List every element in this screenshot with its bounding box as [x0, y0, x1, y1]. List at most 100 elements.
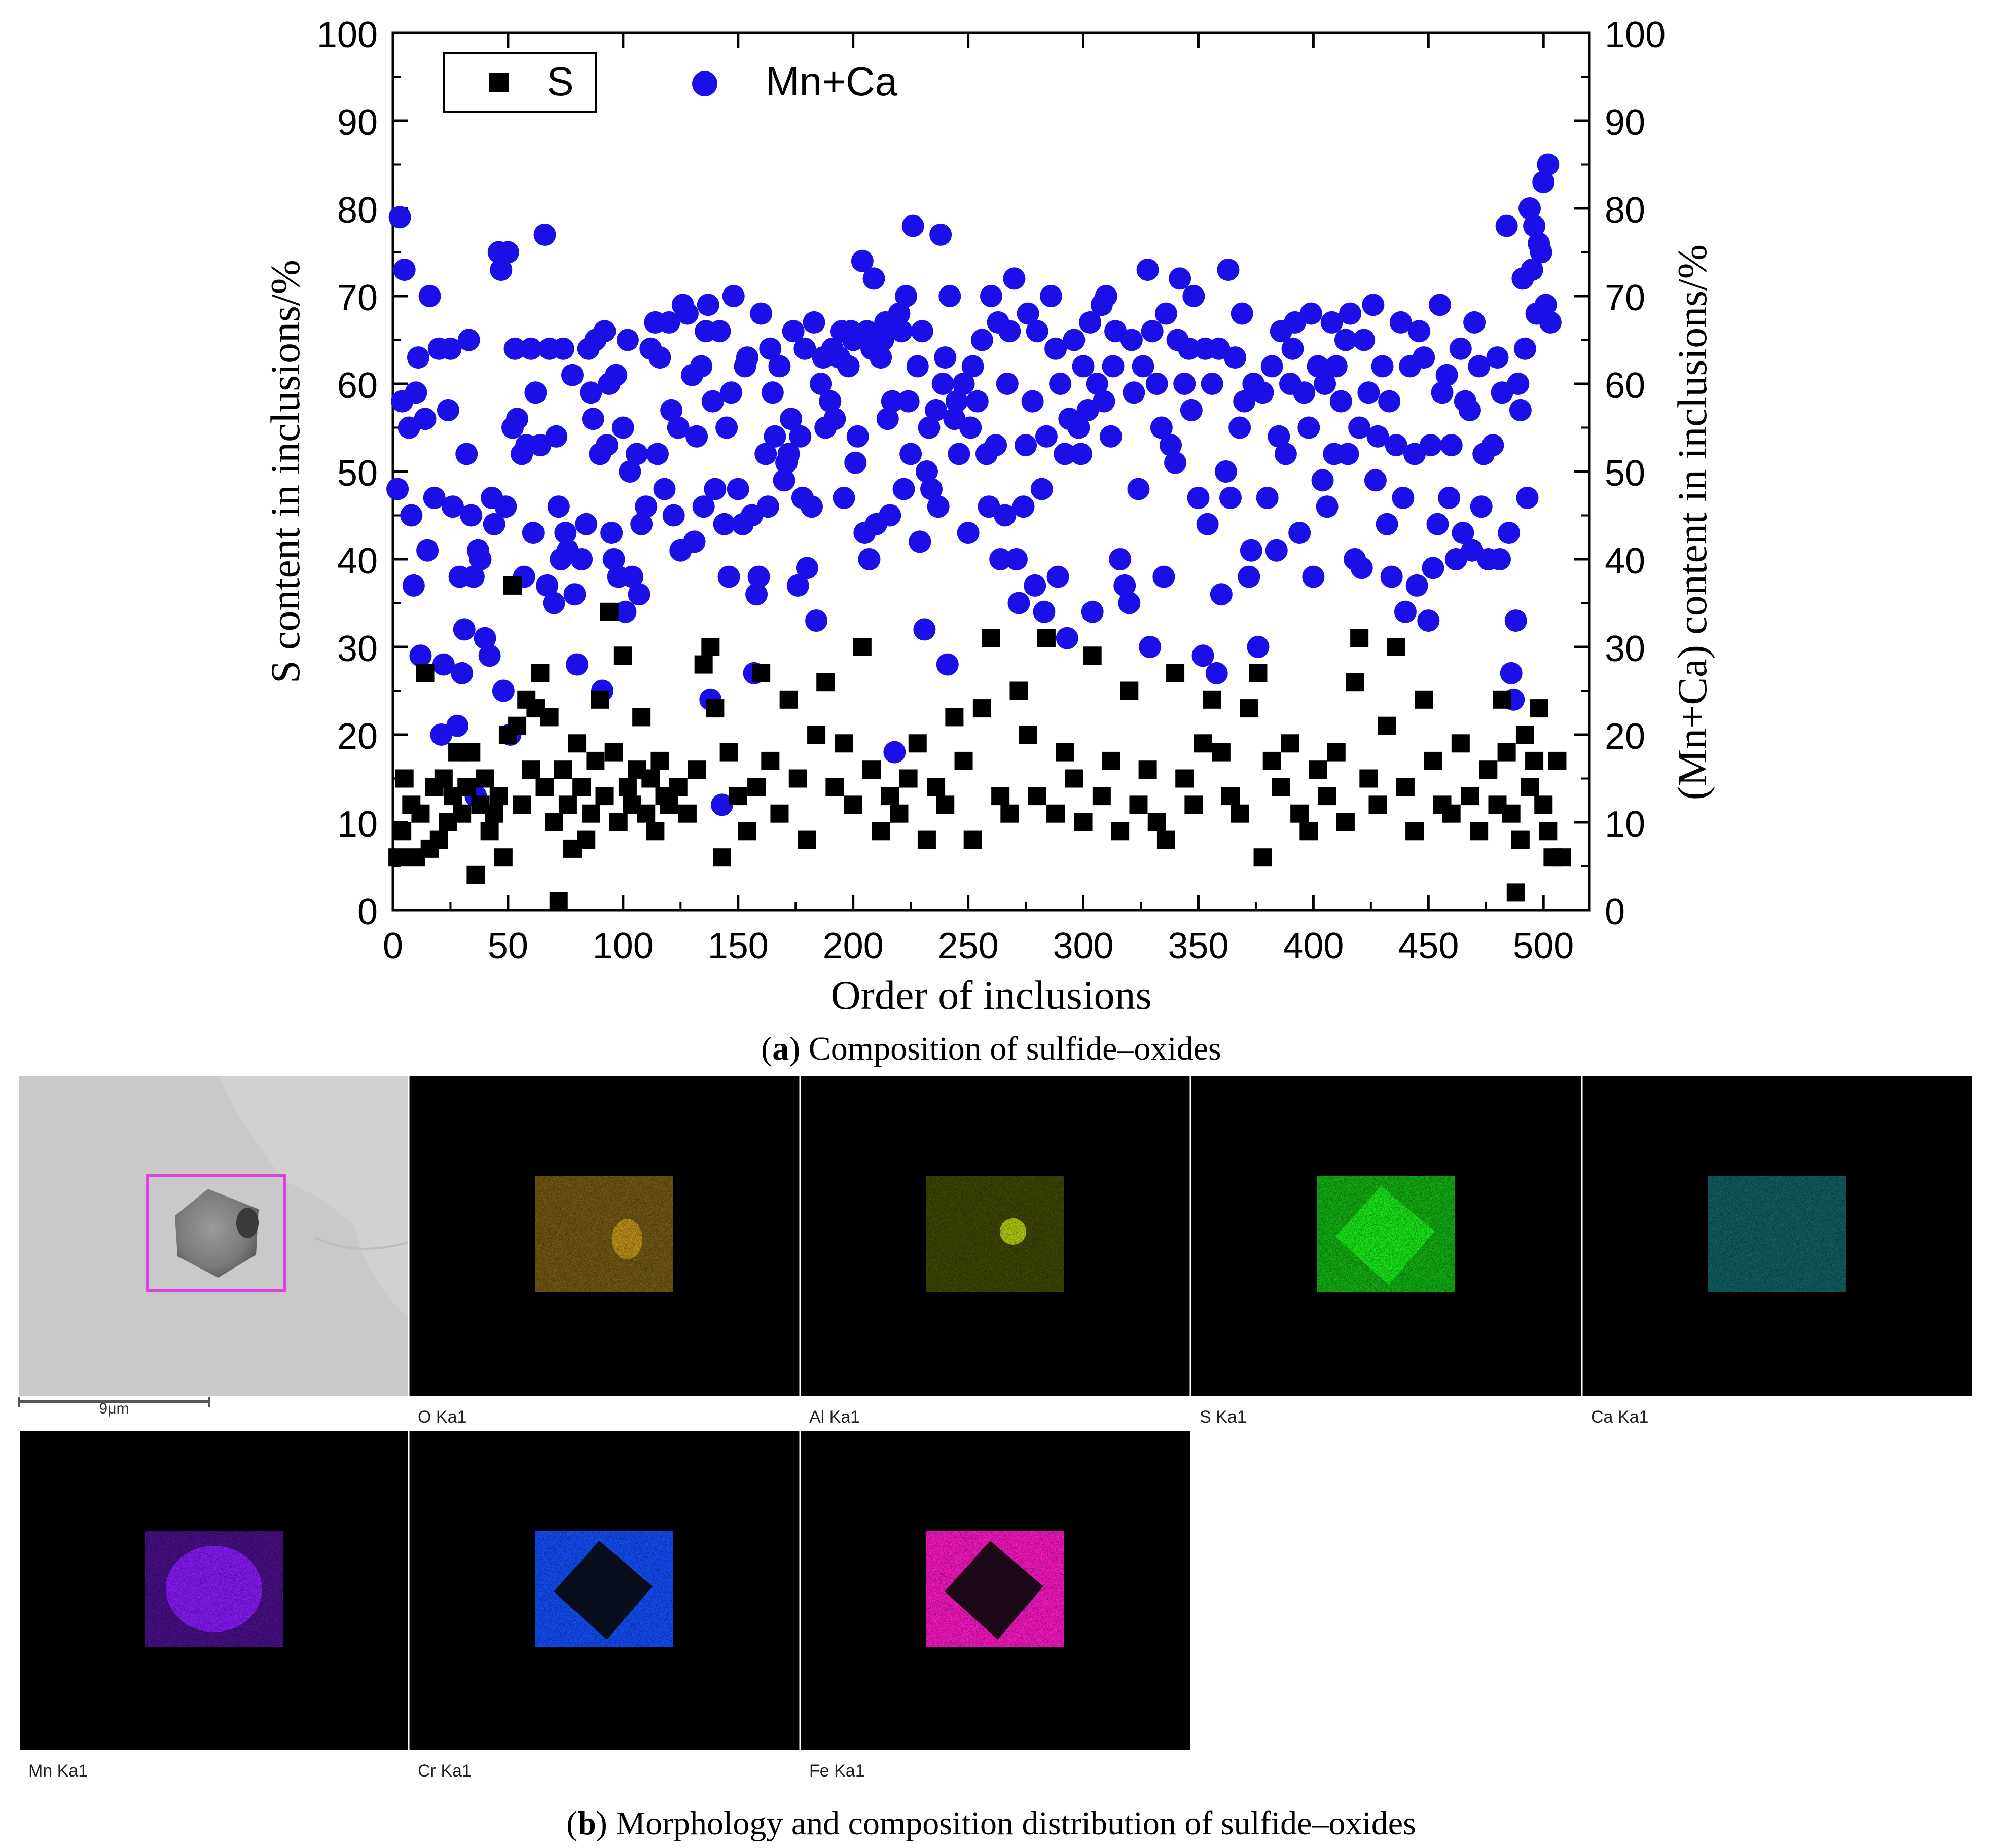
mnca-point — [442, 495, 464, 518]
mnca-point — [1210, 583, 1233, 606]
s-point — [1129, 795, 1148, 814]
mnca-point — [418, 285, 441, 307]
s-point — [982, 629, 1000, 647]
mnca-point — [1187, 486, 1210, 509]
mnca-point — [496, 241, 519, 264]
mnca-point — [925, 398, 948, 421]
mnca-point — [1302, 565, 1325, 588]
s-point — [908, 734, 927, 753]
mnca-point — [1169, 267, 1191, 290]
mnca-point — [582, 408, 604, 430]
mnca-point — [1392, 486, 1415, 509]
s-point — [613, 646, 632, 665]
mnca-point — [697, 294, 719, 316]
y-left-tick-label: 40 — [337, 541, 378, 582]
mnca-point — [1049, 373, 1072, 395]
mnca-point — [1438, 486, 1461, 509]
s-point — [1065, 769, 1083, 788]
mnca-point — [1072, 355, 1095, 378]
s-point — [917, 830, 936, 849]
mnca-point — [492, 679, 515, 702]
eds-map-label: Al Ka1 — [809, 1407, 860, 1427]
s-point — [678, 804, 697, 823]
s-point — [752, 664, 771, 682]
mnca-point — [600, 522, 623, 545]
mnca-point — [648, 346, 671, 369]
mnca-point — [503, 337, 526, 360]
s-point — [1281, 734, 1299, 753]
mnca-point — [717, 565, 740, 588]
series-s — [388, 576, 1571, 911]
mnca-point — [761, 381, 784, 404]
mnca-point — [846, 425, 869, 448]
x-tick-label: 300 — [1053, 926, 1113, 966]
mnca-point — [1495, 214, 1518, 237]
mnca-point — [683, 530, 706, 553]
s-point — [1548, 751, 1567, 770]
s-point — [429, 830, 448, 849]
mnca-point — [1481, 434, 1504, 457]
s-point — [927, 778, 946, 796]
mnca-point — [1081, 600, 1104, 623]
mnca-point — [773, 469, 795, 492]
mnca-point — [1219, 486, 1242, 509]
s-point — [1461, 787, 1479, 806]
x-tick-label: 250 — [938, 926, 999, 966]
mnca-point — [1518, 197, 1541, 220]
mnca-point — [1217, 259, 1240, 281]
right-y-axis: 0 10 20 30 40 50 60 70 80 90 100 — [1574, 15, 1666, 932]
mnca-point — [1056, 627, 1078, 649]
s-point — [494, 848, 513, 867]
legend-label-s: S — [547, 59, 573, 104]
mnca-point — [626, 443, 648, 465]
s-point — [1212, 743, 1231, 762]
mnca-point — [602, 548, 625, 570]
mnca-point — [1314, 373, 1336, 395]
mnca-point — [1136, 259, 1159, 281]
mnca-point — [879, 504, 901, 527]
mnca-point — [764, 425, 786, 448]
s-point — [1539, 822, 1558, 841]
mnca-point — [901, 214, 924, 237]
mnca-point — [727, 478, 749, 500]
s-point — [1240, 699, 1258, 718]
s-point — [713, 848, 731, 867]
mnca-point — [520, 337, 543, 360]
mnca-point — [711, 793, 733, 816]
mnca-point — [1452, 522, 1474, 545]
mnca-point — [524, 381, 547, 404]
s-point — [554, 760, 572, 779]
s-point — [1166, 664, 1185, 682]
mnca-point — [561, 364, 584, 386]
mnca-point — [1007, 592, 1030, 614]
y-left-tick-label: 10 — [337, 804, 378, 845]
mnca-point — [1201, 373, 1223, 395]
mnca-point — [1316, 495, 1339, 518]
mnca-point — [1113, 574, 1136, 597]
mnca-point — [1268, 425, 1290, 448]
s-point — [1530, 699, 1548, 718]
x-tick-label: 350 — [1168, 926, 1228, 966]
mnca-point — [453, 618, 476, 641]
mnca-point — [1297, 416, 1320, 439]
panel-b-caption: (b) Morphology and composition distribut… — [566, 1805, 1416, 1842]
mnca-point — [1431, 381, 1454, 404]
mnca-point — [1408, 320, 1431, 343]
mnca-point — [1231, 302, 1253, 325]
y-right-tick-label: 40 — [1605, 541, 1645, 582]
s-point — [650, 751, 669, 770]
y-left-tick-label: 30 — [337, 629, 378, 669]
x-axis-label: Order of inclusions — [830, 972, 1151, 1018]
mnca-point — [1339, 302, 1361, 325]
s-point — [462, 743, 481, 762]
eds-map-label: S Ka1 — [1200, 1407, 1247, 1427]
panel-b-maps: 9μm O Ka1 Al Ka1 S Ka1 Ca Ka1 Mn Ka1 Cr Ka1 Fe… — [18, 1076, 1972, 1842]
eds-map-o — [408, 1076, 800, 1396]
mnca-point — [483, 513, 505, 535]
mnca-point — [1003, 267, 1026, 290]
mnca-point — [1534, 294, 1557, 316]
mnca-point — [957, 522, 980, 545]
mnca-point — [1417, 609, 1440, 632]
mnca-point — [451, 662, 474, 684]
mnca-point — [545, 425, 568, 448]
